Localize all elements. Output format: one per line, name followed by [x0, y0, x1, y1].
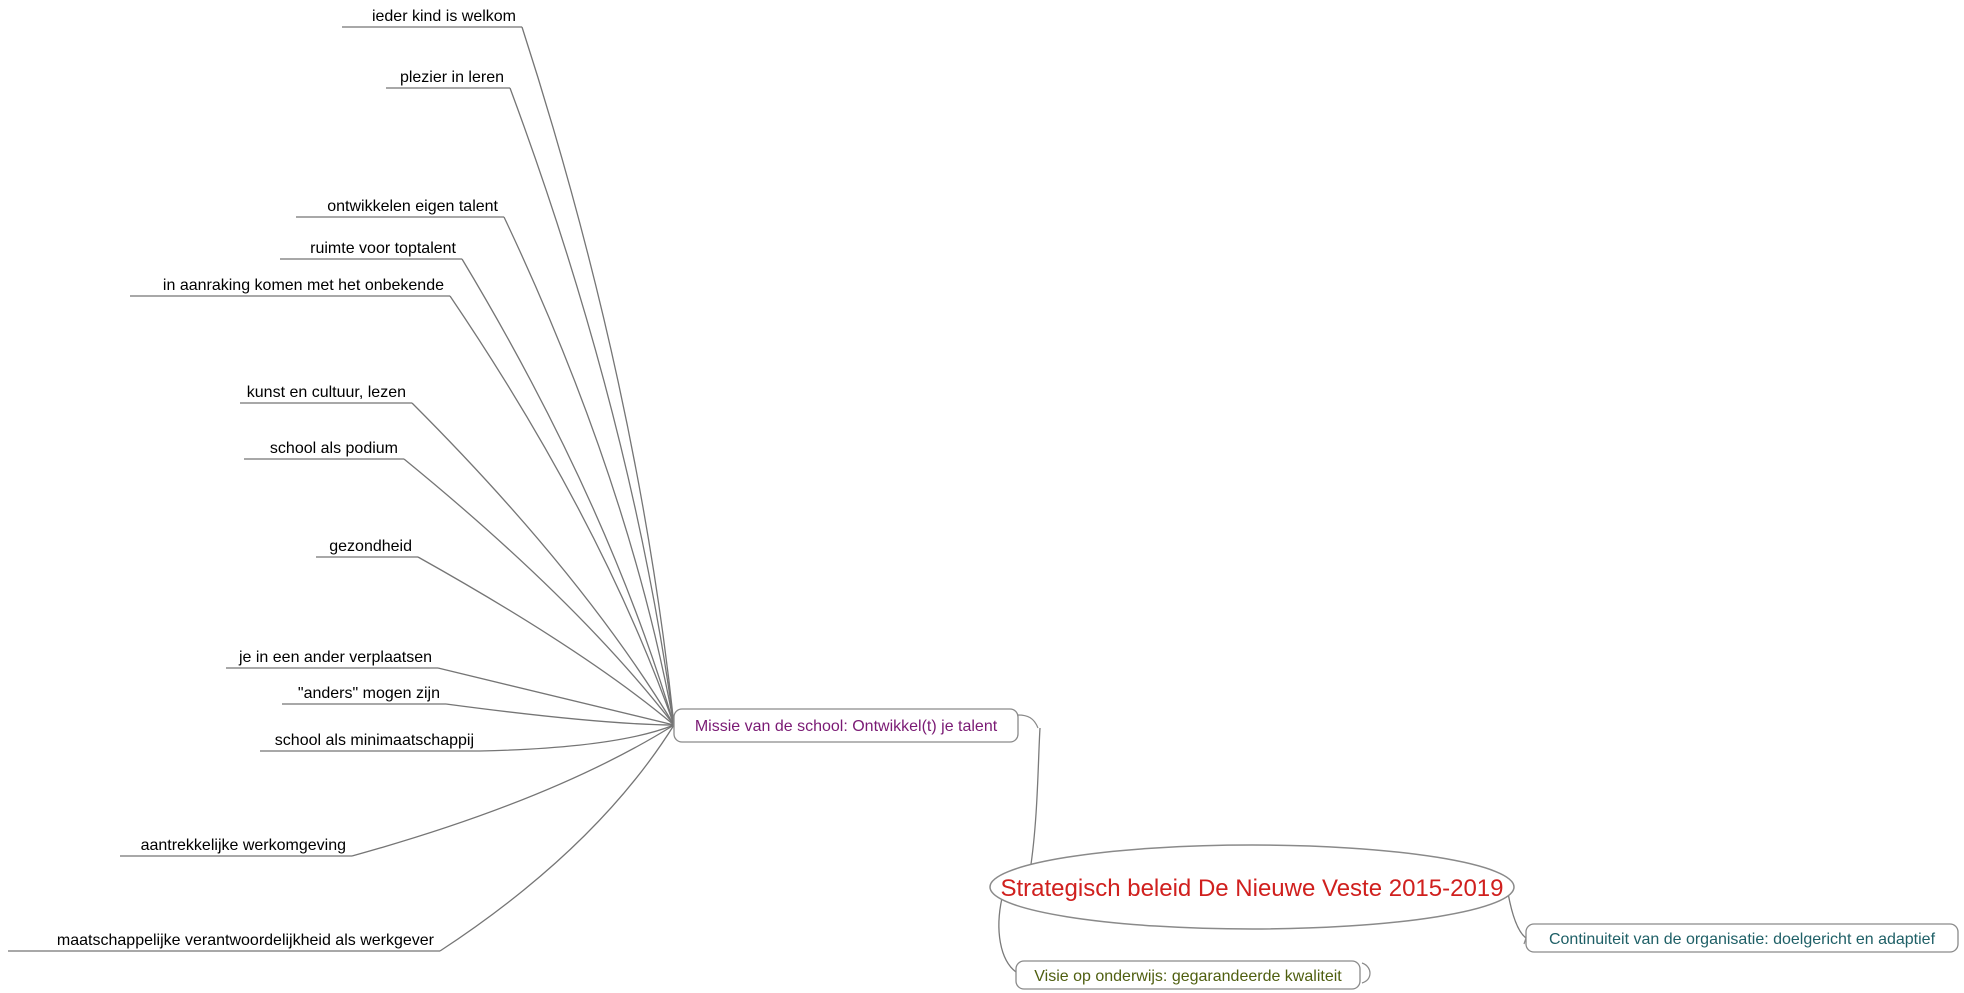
missie-subtopic-label: in aanraking komen met het onbekende	[163, 277, 444, 294]
missie-subtopic[interactable]: gezondheid	[316, 538, 418, 558]
root-topic-ellipse	[989, 844, 1515, 930]
missie-subtopic[interactable]: plezier in leren	[386, 69, 510, 89]
missie-subtopic-label: kunst en cultuur, lezen	[247, 384, 406, 401]
leaf-connector	[445, 703, 675, 726]
missie-subtopic[interactable]: "anders" mogen zijn	[282, 685, 446, 705]
topic-visie-box	[1015, 960, 1361, 990]
missie-subtopics: ieder kind is welkom plezier in leren ontw…	[8, 8, 522, 952]
leaf-connector	[521, 26, 675, 726]
topic-missie[interactable]: Missie van de school: Ontwikkel(t) je ta…	[673, 708, 1019, 743]
missie-subtopic[interactable]: in aanraking komen met het onbekende	[130, 277, 450, 297]
missie-subtopic-label: school als podium	[270, 440, 398, 457]
missie-subtopic[interactable]: kunst en cultuur, lezen	[240, 384, 412, 404]
missie-subtopic[interactable]: school als minimaatschappij	[260, 732, 480, 752]
missie-subtopic[interactable]: ontwikkelen eigen talent	[296, 198, 504, 218]
topic-missie-box	[673, 708, 1019, 743]
leaf-connector	[503, 216, 675, 726]
leaf-connector	[417, 556, 675, 726]
topic-continuiteit[interactable]: Continuiteit van de organisatie: doelger…	[1525, 923, 1959, 953]
visie-collapse-bracket	[1361, 962, 1371, 984]
missie-subtopic[interactable]: je in een ander verplaatsen	[226, 649, 438, 669]
missie-subtopic-label: aantrekkelijke werkomgeving	[141, 837, 346, 854]
topic-continuiteit-label: Continuiteit van de organisatie: doelger…	[1549, 931, 1936, 948]
missie-subtopic[interactable]: ieder kind is welkom	[342, 8, 522, 28]
root-to-missie-connector	[1029, 727, 1041, 872]
missie-subtopic-label: gezondheid	[329, 538, 412, 555]
missie-subtopic-label: plezier in leren	[400, 69, 504, 86]
topic-visie-label: Visie op onderwijs: gegarandeerde kwalit…	[1034, 968, 1342, 985]
missie-subtopic-label: school als minimaatschappij	[275, 732, 474, 749]
leaf-connector	[439, 724, 675, 952]
missie-subtopic-label: "anders" mogen zijn	[298, 685, 440, 702]
leaf-connector	[479, 724, 675, 752]
topic-continuiteit-box	[1525, 923, 1959, 953]
missie-subtopic[interactable]: school als podium	[244, 440, 404, 460]
missie-leaf-connectors	[351, 26, 675, 952]
leaf-connector	[449, 295, 675, 726]
missie-subtopic[interactable]: ruimte voor toptalent	[280, 240, 462, 260]
root-topic-label: Strategisch beleid De Nieuwe Veste 2015-…	[1001, 875, 1504, 902]
root-to-visie-connector	[998, 897, 1017, 973]
root-to-continuiteit-connector	[1507, 892, 1527, 939]
missie-subtopic-label: ruimte voor toptalent	[310, 240, 456, 257]
topic-visie[interactable]: Visie op onderwijs: gegarandeerde kwalit…	[1015, 960, 1361, 990]
missie-subtopic[interactable]: maatschappelijke verantwoordelijkheid al…	[8, 932, 440, 952]
leaf-connector	[509, 87, 675, 726]
leaf-connector	[411, 402, 675, 726]
topic-missie-label: Missie van de school: Ontwikkel(t) je ta…	[695, 718, 998, 735]
leaf-connector	[437, 667, 675, 726]
missie-subtopic-label: ieder kind is welkom	[372, 8, 516, 25]
leaf-connector	[351, 724, 675, 857]
leaf-connector	[403, 458, 675, 726]
leaf-connector	[461, 258, 675, 726]
missie-subtopic-label: je in een ander verplaatsen	[238, 649, 432, 666]
root-topic[interactable]: Strategisch beleid De Nieuwe Veste 2015-…	[989, 844, 1515, 930]
missie-collapse-bracket	[1017, 714, 1039, 729]
missie-subtopic[interactable]: aantrekkelijke werkomgeving	[120, 837, 352, 857]
missie-subtopic-label: ontwikkelen eigen talent	[327, 198, 498, 215]
missie-subtopic-label: maatschappelijke verantwoordelijkheid al…	[57, 932, 435, 949]
